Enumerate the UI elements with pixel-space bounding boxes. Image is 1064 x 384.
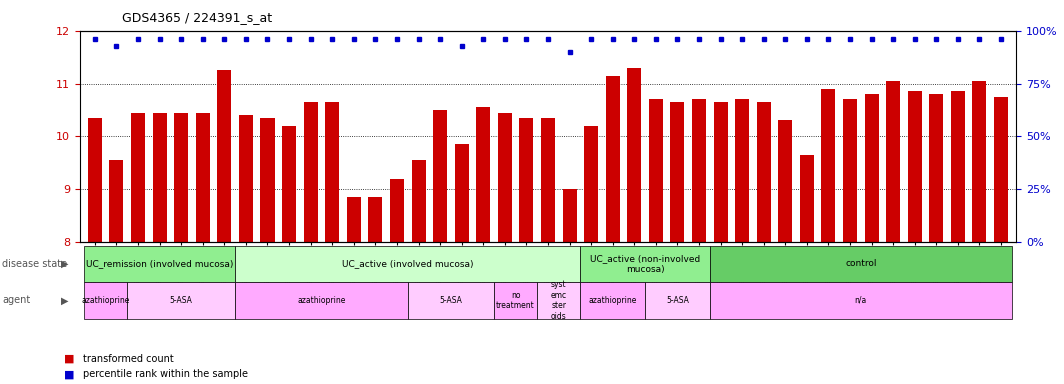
Text: azathioprine: azathioprine: [82, 296, 130, 305]
Bar: [628, 68, 642, 242]
Bar: [886, 81, 900, 242]
Text: n/a: n/a: [854, 296, 867, 305]
Bar: [649, 99, 663, 242]
Text: UC_active (involved mucosa): UC_active (involved mucosa): [342, 260, 473, 268]
Bar: [584, 126, 598, 242]
Bar: [757, 102, 770, 242]
Bar: [84, 246, 235, 282]
Bar: [347, 197, 361, 242]
Text: percentile rank within the sample: percentile rank within the sample: [83, 369, 248, 379]
Bar: [303, 102, 318, 242]
Bar: [908, 91, 921, 242]
Bar: [778, 121, 793, 242]
Bar: [843, 99, 857, 242]
Bar: [477, 107, 491, 242]
Text: ▶: ▶: [61, 295, 68, 306]
Bar: [152, 113, 167, 242]
Text: UC_remission (involved mucosa): UC_remission (involved mucosa): [86, 260, 233, 268]
Bar: [235, 282, 408, 319]
Bar: [605, 76, 619, 242]
Bar: [196, 113, 210, 242]
Bar: [563, 189, 577, 242]
Bar: [519, 118, 533, 242]
Bar: [498, 113, 512, 242]
Bar: [735, 99, 749, 242]
Bar: [710, 246, 1012, 282]
Bar: [235, 246, 580, 282]
Bar: [110, 160, 123, 242]
Bar: [710, 282, 1012, 319]
Bar: [865, 94, 879, 242]
Bar: [88, 118, 102, 242]
Text: disease state: disease state: [2, 259, 67, 269]
Bar: [951, 91, 965, 242]
Bar: [368, 197, 382, 242]
Text: control: control: [845, 260, 877, 268]
Bar: [412, 160, 426, 242]
Text: azathioprine: azathioprine: [297, 296, 346, 305]
Text: ▶: ▶: [61, 259, 68, 269]
Text: 5-ASA: 5-ASA: [439, 296, 463, 305]
Bar: [131, 113, 145, 242]
Bar: [128, 282, 235, 319]
Bar: [580, 246, 710, 282]
Bar: [580, 282, 645, 319]
Bar: [239, 115, 253, 242]
Bar: [174, 113, 188, 242]
Text: azathioprine: azathioprine: [588, 296, 637, 305]
Bar: [408, 282, 494, 319]
Bar: [326, 102, 339, 242]
Text: UC_active (non-involved
mucosa): UC_active (non-involved mucosa): [589, 254, 700, 274]
Text: transformed count: transformed count: [83, 354, 173, 364]
Bar: [645, 282, 710, 319]
Bar: [821, 89, 835, 242]
Bar: [929, 94, 944, 242]
Bar: [972, 81, 986, 242]
Bar: [261, 118, 275, 242]
Bar: [217, 70, 231, 242]
Bar: [541, 118, 555, 242]
Text: no
treatment: no treatment: [496, 291, 535, 310]
Bar: [84, 282, 128, 319]
Bar: [714, 102, 728, 242]
Text: agent: agent: [2, 295, 31, 306]
Text: 5-ASA: 5-ASA: [170, 296, 193, 305]
Bar: [692, 99, 706, 242]
Bar: [537, 282, 580, 319]
Bar: [670, 102, 684, 242]
Bar: [433, 110, 447, 242]
Text: syst
emc
ster
oids: syst emc ster oids: [551, 280, 567, 321]
Bar: [994, 97, 1008, 242]
Bar: [494, 282, 537, 319]
Text: GDS4365 / 224391_s_at: GDS4365 / 224391_s_at: [122, 12, 272, 25]
Text: ■: ■: [64, 369, 74, 379]
Text: 5-ASA: 5-ASA: [666, 296, 688, 305]
Bar: [800, 155, 814, 242]
Text: ■: ■: [64, 354, 74, 364]
Bar: [454, 144, 468, 242]
Bar: [282, 126, 296, 242]
Bar: [389, 179, 404, 242]
